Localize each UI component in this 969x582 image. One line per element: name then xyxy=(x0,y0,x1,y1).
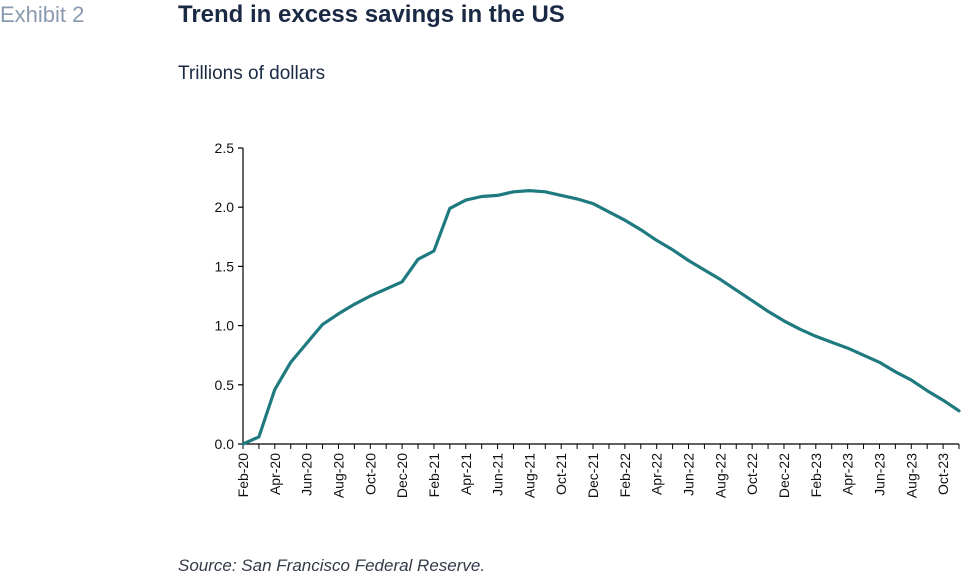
x-tick-label: Aug-21 xyxy=(521,453,537,498)
exhibit-label: Exhibit 2 xyxy=(0,2,85,27)
y-tick-label: 1.0 xyxy=(215,318,235,334)
y-tick-label: 2.5 xyxy=(215,140,235,156)
y-ticks: 0.0 0.5 1.0 1.5 2.0 2.5 xyxy=(215,140,243,452)
x-tick-label: Apr-23 xyxy=(840,453,856,495)
x-tick-label: Oct-22 xyxy=(744,453,760,495)
x-tick-label: Aug-20 xyxy=(330,453,346,498)
source-note: Source: San Francisco Federal Reserve. xyxy=(178,556,486,575)
series-line xyxy=(241,189,961,446)
x-tick-label: Feb-23 xyxy=(808,453,824,498)
x-tick-label: Jun-21 xyxy=(490,453,506,496)
x-tick-label: Feb-22 xyxy=(617,453,633,498)
x-tick-label: Apr-22 xyxy=(649,453,665,495)
x-tick-label: Aug-23 xyxy=(903,453,919,498)
x-tick-label: Apr-20 xyxy=(267,453,283,495)
x-tick-label: Feb-20 xyxy=(235,453,251,498)
chart-title: Trend in excess savings in the US xyxy=(178,1,565,28)
x-tick-label: Jun-20 xyxy=(299,453,315,496)
x-tick-label: Dec-20 xyxy=(394,453,410,498)
x-tick-label: Oct-21 xyxy=(553,453,569,495)
chart-subtitle: Trillions of dollars xyxy=(178,63,326,84)
x-tick-label: Jun-23 xyxy=(871,453,887,496)
x-ticks: Feb-20 Apr-20 Jun-20 Aug-20 Oct-20 Dec-20 Feb-… xyxy=(235,444,960,498)
y-tick-label: 2.0 xyxy=(215,199,235,215)
x-tick-label: Oct-23 xyxy=(935,453,951,495)
y-tick-label: 1.5 xyxy=(215,258,235,274)
x-tick-label: Jun-22 xyxy=(681,453,697,496)
x-tick-label: Oct-20 xyxy=(362,453,378,495)
x-tick-label: Feb-21 xyxy=(426,453,442,498)
x-tick-label: Apr-21 xyxy=(458,453,474,495)
y-tick-label: 0.0 xyxy=(215,436,235,452)
x-tick-label: Dec-22 xyxy=(776,453,792,498)
y-tick-label: 0.5 xyxy=(215,377,235,393)
x-tick-label: Aug-22 xyxy=(712,453,728,498)
x-tick-label: Dec-21 xyxy=(585,453,601,498)
